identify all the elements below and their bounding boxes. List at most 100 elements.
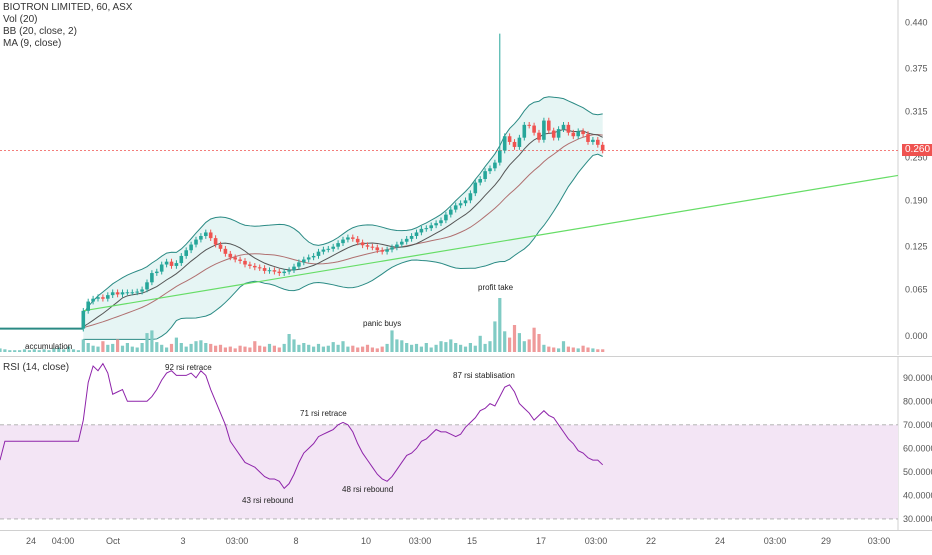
price-tick-label: 0.315: [905, 106, 928, 116]
candle-body: [502, 136, 507, 151]
volume-bar: [449, 339, 453, 352]
candle-body: [380, 250, 384, 252]
price-panel[interactable]: 0.440 0.375 0.315 0.250 0.190 0.125 0.065 0.000…: [0, 0, 932, 355]
annotation-71-rsi: 71 rsi retrace: [300, 409, 347, 418]
volume-bar: [552, 347, 556, 352]
candle-body: [576, 131, 580, 137]
rsi-tick-label: 50.0000: [903, 467, 932, 477]
volume-bar: [42, 349, 46, 352]
volume-bar: [434, 344, 438, 352]
volume-bar: [32, 349, 36, 352]
price-tick-label: 0.375: [905, 64, 928, 74]
volume-bar: [209, 343, 213, 352]
candle-body: [385, 249, 389, 252]
volume-bar: [106, 344, 110, 352]
volume-bar: [238, 345, 242, 352]
candle-body: [326, 248, 331, 250]
candle-body: [120, 292, 125, 295]
candle-body: [81, 310, 86, 329]
volume-bar: [287, 334, 291, 352]
volume-bar: [361, 346, 365, 352]
rsi-chart[interactable]: 90.0000 80.0000 70.0000 60.0000 50.0000 40.00…: [0, 356, 932, 530]
candle-body: [551, 130, 556, 138]
volume-bar: [67, 346, 71, 352]
volume-bar: [214, 345, 218, 352]
time-axis-svg: 24 04:00 Oct 3 03:00 8 10 03:00 15 17 03:00 22 24 03:…: [0, 530, 932, 546]
volume-bar: [331, 342, 335, 352]
volume-bar: [243, 346, 247, 352]
rsi-tick-label: 80.0000: [903, 396, 932, 406]
volume-bar: [385, 343, 389, 352]
candle-body: [439, 220, 443, 224]
candle-body: [517, 137, 522, 147]
time-tick-label: 10: [361, 536, 371, 546]
rsi-panel[interactable]: 90.0000 80.0000 70.0000 60.0000 50.0000 40.00…: [0, 356, 932, 530]
volume-bar: [18, 350, 22, 352]
volume-bar: [86, 343, 90, 352]
candle-body: [130, 292, 135, 294]
volume-bar: [140, 343, 144, 352]
price-tick-label: 0.250: [905, 153, 928, 163]
candle-body: [419, 228, 424, 233]
candle-body: [179, 255, 184, 264]
rsi-tick-label: 40.0000: [903, 490, 932, 500]
candle-body: [542, 120, 546, 140]
candle-body: [395, 244, 399, 248]
volume-bar: [380, 346, 384, 352]
volume-bar: [218, 344, 223, 352]
volume-bar: [419, 346, 423, 352]
volume-bar: [130, 346, 134, 352]
candle-body: [106, 295, 110, 299]
candle-body: [463, 200, 468, 204]
volume-bar: [47, 350, 51, 352]
volume-bar: [522, 341, 526, 352]
candle-body: [596, 139, 600, 145]
volume-bar: [62, 349, 66, 352]
candle-body: [140, 289, 144, 292]
price-tick-label: 0.065: [905, 284, 928, 294]
time-axis: 24 04:00 Oct 3 03:00 8 10 03:00 15 17 03:00 22 24 03:…: [0, 530, 932, 550]
candle-body: [228, 253, 233, 258]
volume-bar: [512, 325, 517, 352]
volume-bar: [483, 343, 487, 352]
volume-bar: [341, 341, 345, 352]
candle-body: [346, 237, 350, 240]
candle-body: [253, 265, 257, 268]
candle-body: [591, 139, 595, 142]
volume-bar: [160, 344, 164, 352]
volume-bar: [561, 341, 566, 352]
rsi-band: [0, 424, 898, 519]
volume-bar: [395, 339, 399, 352]
candle-body: [164, 261, 169, 265]
volume-bar: [557, 348, 561, 352]
candle-body: [414, 232, 419, 236]
candle-body: [556, 129, 561, 138]
candle-body: [248, 264, 252, 266]
candle-body: [355, 238, 360, 243]
bb-legend: BB (20, close, 2): [3, 26, 77, 37]
candle-body: [277, 271, 282, 274]
volume-bar: [27, 350, 31, 352]
candle-body: [233, 257, 237, 260]
trendline: [83, 174, 899, 312]
volume-bar: [356, 347, 360, 352]
candle-body: [184, 250, 188, 256]
candle-body: [272, 270, 277, 272]
candle-body: [321, 249, 326, 252]
annotation-accumulation: accumulation: [25, 342, 72, 351]
price-chart[interactable]: 0.440 0.375 0.315 0.250 0.190 0.125 0.065 0.000…: [0, 0, 932, 355]
volume-bar: [459, 344, 463, 352]
volume-bar: [174, 337, 178, 352]
candle-body: [257, 267, 262, 269]
price-tick-label: 0.440: [905, 17, 928, 27]
volume-bar: [601, 349, 605, 352]
price-tick-label: 0.000: [905, 331, 928, 341]
time-tick-label: 17: [536, 536, 546, 546]
candle-body: [512, 141, 517, 147]
candle-body: [600, 144, 605, 151]
volume-bar: [527, 339, 531, 352]
volume-bar: [424, 343, 428, 352]
candle-body: [522, 124, 527, 138]
price-tick-label: 0.190: [905, 195, 928, 205]
rsi-tick-label: 70.0000: [903, 420, 932, 430]
